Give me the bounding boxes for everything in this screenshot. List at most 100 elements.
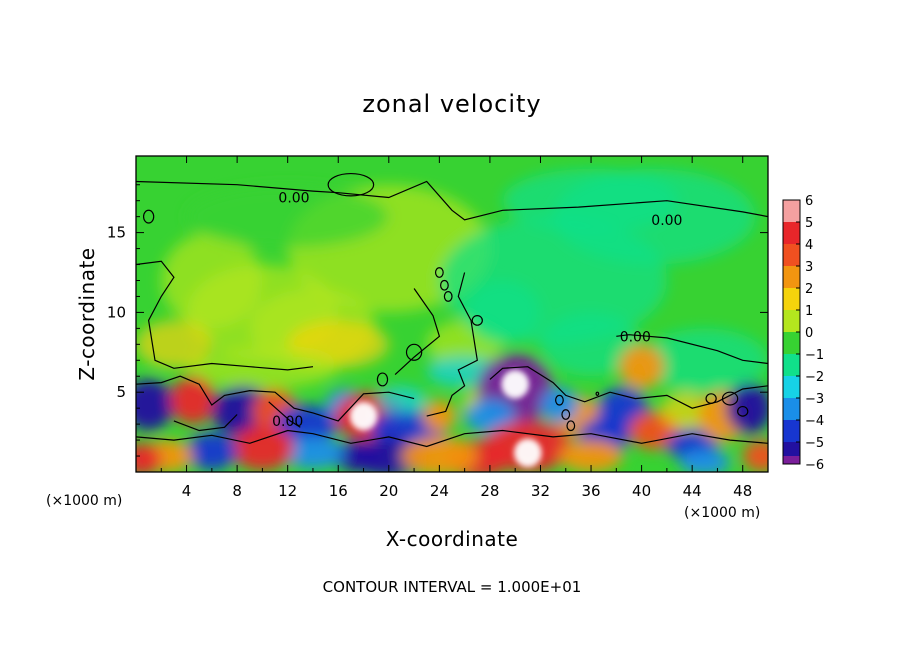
zero-contour-ring (142, 209, 155, 224)
contour-lines (136, 172, 768, 448)
zero-contour (136, 180, 768, 221)
colorbar-swatch-min (783, 456, 800, 464)
field-anomaly (136, 320, 212, 369)
field-anomaly (742, 440, 768, 472)
colorbar-swatch (783, 266, 800, 288)
zero-contour-ring (440, 279, 449, 291)
field-extreme-core (513, 438, 542, 468)
field-anomaly (401, 436, 478, 472)
field-anomaly (161, 232, 263, 329)
zero-contour (268, 401, 301, 428)
colorbar-label: 6 (805, 194, 813, 209)
zero-contour-ring (705, 393, 717, 404)
contour-label: 0.00 (272, 414, 303, 430)
x-tick-label: 24 (430, 482, 449, 500)
x-tick-label: 44 (683, 482, 702, 500)
y-tick-label: 5 (116, 383, 126, 401)
zero-contour (489, 366, 768, 409)
x-tick-label: 12 (278, 482, 297, 500)
field-anomaly (660, 392, 712, 431)
zero-contour (173, 414, 238, 432)
colorbar-label: −4 (805, 414, 824, 429)
x-tick-label: 48 (733, 482, 752, 500)
zero-contour (394, 288, 441, 376)
zero-contour-ring (566, 420, 576, 432)
zero-contour-ring (327, 172, 375, 197)
field-anomaly (170, 376, 216, 425)
zero-contour-ring (561, 409, 571, 420)
colorbar-label: 5 (805, 216, 813, 231)
x-unit-label-left: (×1000 m) (46, 493, 122, 509)
heatmap-field (136, 156, 768, 472)
field-anomaly (540, 312, 642, 377)
colorbar-label: −2 (805, 370, 824, 385)
field-anomaly (502, 168, 680, 233)
zero-contour-ring (443, 291, 453, 302)
y-tick-label: 10 (107, 303, 126, 321)
colorbar-swatch (783, 244, 800, 266)
colorbar-label: 0 (805, 326, 813, 341)
colorbar-swatch (783, 332, 800, 354)
field-anomaly (464, 398, 516, 434)
field-anomaly (136, 379, 174, 431)
zero-contour-ring (376, 372, 389, 387)
colorbar-swatch (783, 398, 800, 420)
colorbar-label: −1 (805, 348, 824, 363)
y-tick-label: 15 (107, 224, 126, 242)
colorbar-label: 2 (805, 282, 813, 297)
x-tick-label: 4 (182, 482, 192, 500)
zero-contour (136, 429, 768, 448)
field-anomaly (559, 440, 623, 472)
field-anomaly (726, 382, 768, 434)
contour-interval-note: CONTOUR INTERVAL = 1.000E+01 (323, 578, 582, 596)
zero-contour-ring (405, 343, 423, 361)
colorbar: 6 5 4 3 2 1 0 −1 −2 −3 −4 −5 −6 (782, 194, 824, 473)
field-anomaly (376, 385, 427, 415)
contour-label: 0.00 (620, 329, 651, 345)
colorbar-swatch (783, 200, 800, 222)
zero-contour (426, 272, 478, 417)
field-anomaly (136, 443, 162, 472)
field-anomaly (275, 404, 339, 444)
x-tick-label: 16 (329, 482, 348, 500)
colorbar-label: −5 (805, 436, 824, 451)
contour-label: 0.00 (278, 190, 309, 206)
y-axis: 5 10 15 (107, 184, 768, 457)
zero-contour-ring (434, 267, 444, 278)
field-anomaly (618, 344, 665, 390)
chart-title: zonal velocity (362, 90, 541, 118)
field-anomaly (186, 184, 389, 249)
zero-contour-ring (471, 314, 483, 326)
x-axis-label: X-coordinate (386, 527, 519, 551)
x-tick-label: 20 (379, 482, 398, 500)
x-axis: 4 8 12 16 20 24 28 32 36 40 44 48 (160, 156, 752, 500)
colorbar-swatch (783, 376, 800, 398)
field-anomaly (464, 280, 541, 345)
colorbar-label: −3 (805, 392, 824, 407)
plot-frame (135, 155, 769, 473)
y-axis-label: Z-coordinate (75, 247, 99, 380)
colorbar-label: −6 (805, 458, 824, 473)
zero-contour-ring (595, 391, 600, 396)
zero-contour (136, 260, 314, 371)
zero-contour (616, 334, 768, 365)
zero-contour (136, 375, 415, 422)
x-tick-label: 8 (232, 482, 242, 500)
field-anomaly (281, 436, 345, 469)
contour-label: 0.00 (651, 213, 682, 229)
colorbar-swatch (783, 288, 800, 310)
field-anomaly (230, 425, 294, 471)
x-tick-label: 36 (581, 482, 600, 500)
colorbar-swatch (783, 420, 800, 442)
field-anomaly (641, 328, 768, 393)
field-anomaly (331, 440, 383, 472)
zero-contour-ring (737, 405, 749, 417)
zero-contour-ring (555, 394, 564, 406)
x-tick-label: 40 (632, 482, 651, 500)
x-tick-label: 32 (531, 482, 550, 500)
colorbar-label: 4 (805, 238, 813, 253)
colorbar-swatch (783, 222, 800, 244)
colorbar-label: 1 (805, 304, 813, 319)
field-extreme-core (501, 369, 530, 399)
